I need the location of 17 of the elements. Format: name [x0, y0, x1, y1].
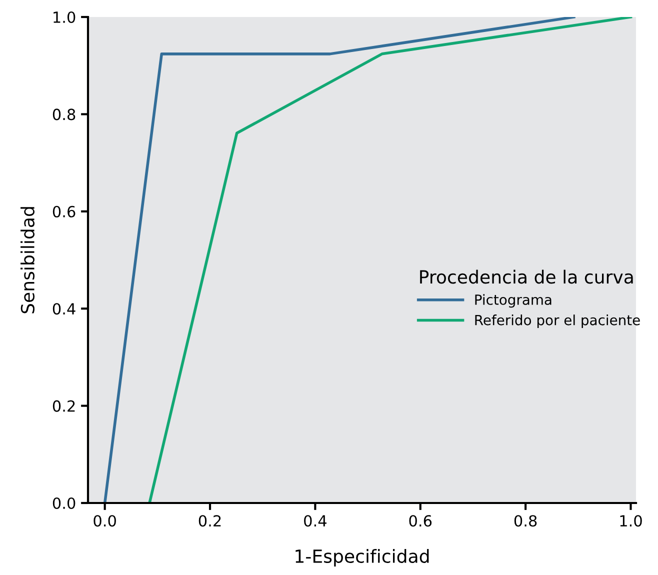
x-tick-label: 0.2: [198, 515, 221, 527]
y-tick-label: 0.0: [52, 497, 76, 510]
x-tick-label: 0.4: [304, 515, 326, 527]
legend-label: Pictograma: [475, 294, 552, 308]
y-tick-label: 1.0: [54, 11, 76, 24]
y-tick-label: 0.4: [52, 303, 76, 315]
x-tick-label: 0.8: [514, 515, 537, 527]
legend-title: Procedencia de la curva: [420, 270, 633, 284]
y-axis-title: Sensibilidad: [20, 207, 35, 314]
y-tick-label: 0.6: [52, 206, 76, 218]
x-tick-label: 0.6: [409, 515, 432, 527]
y-tick-label: 0.2: [52, 400, 75, 412]
x-tick-label: 0.0: [94, 515, 116, 527]
x-tick-label: 1.0: [620, 515, 642, 527]
x-axis-title: 1-Especificidad: [296, 549, 429, 567]
legend-label: Referido por el paciente: [475, 314, 640, 328]
y-tick-label: 0.8: [52, 108, 76, 120]
